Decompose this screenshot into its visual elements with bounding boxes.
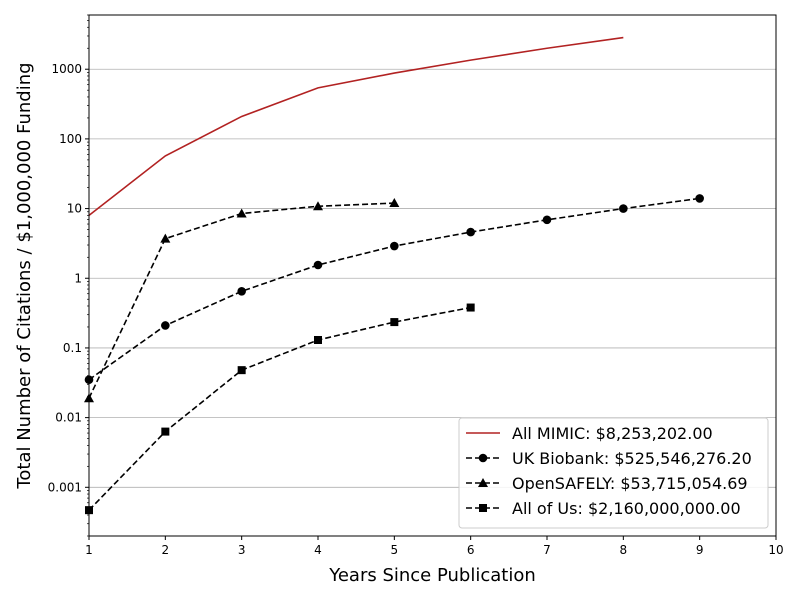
y-tick-label: 0.01 [55,411,82,425]
y-tick-label: 1000 [51,62,82,76]
series-4 [85,303,475,515]
x-tick-label: 10 [768,543,783,557]
series-line [88,36,624,216]
legend-label: All MIMIC: $8,253,202.00 [512,424,713,443]
x-tick-label: 1 [85,543,93,557]
data-point [161,321,170,330]
x-axis-ticks: 1 2 3 4 5 6 7 8 9 10 [85,536,784,557]
y-tick-label: 10 [67,202,82,216]
y-axis-ticks: 0.001 0.01 0.1 1 10 100 1000 [48,14,89,537]
data-point [695,194,704,203]
legend-entry: All MIMIC: $8,253,202.00 [466,424,713,443]
data-point [389,198,400,208]
legend-entry: UK Biobank: $525,546,276.20 [466,449,752,468]
x-tick-label: 3 [238,543,246,557]
legend-marker [479,504,487,512]
legend-marker [478,453,488,463]
plot-frame [88,14,777,537]
data-point [161,427,170,436]
x-tick-label: 6 [467,543,475,557]
y-axis-label: Total Number of Citations / $1,000,000 F… [14,62,35,489]
data-point [466,227,475,237]
y-tick-label: 1 [74,271,82,285]
x-tick-label: 7 [543,543,551,557]
y-tick-label: 100 [59,132,82,146]
x-tick-label: 2 [162,543,170,557]
series-layer [84,36,704,515]
grid-lines [89,68,776,488]
legend-label: OpenSAFELY: $53,715,054.69 [512,474,748,493]
data-point [390,241,399,251]
y-tick-label: 0.001 [48,480,82,494]
legend-box [458,417,769,529]
legend-label: UK Biobank: $525,546,276.20 [512,449,752,468]
x-tick-label: 4 [314,543,322,557]
legend-entry: OpenSAFELY: $53,715,054.69 [466,474,748,493]
y-tick-label: 0.1 [63,341,82,355]
data-point [390,318,399,327]
x-tick-label: 9 [696,543,704,557]
x-tick-label: 8 [620,543,628,557]
series-1 [88,36,624,216]
legend-marker [478,478,488,487]
data-point [237,286,246,296]
data-point [619,204,628,213]
data-point [237,366,246,375]
legend: All MIMIC: $8,253,202.00 UK Biobank: $525… [458,417,769,529]
data-point [313,201,323,211]
data-point [466,303,475,312]
series-line [88,306,471,511]
x-axis-label: Years Since Publication [328,565,536,586]
series-line [88,197,700,381]
data-point [236,208,247,218]
legend-label: All of Us: $2,160,000,000.00 [512,499,741,518]
data-point [542,215,552,225]
series-2 [84,194,704,385]
x-tick-label: 5 [391,543,399,557]
legend-entry: All of Us: $2,160,000,000.00 [466,499,741,518]
data-point [314,335,322,344]
data-point [160,233,171,243]
data-point [313,260,323,270]
